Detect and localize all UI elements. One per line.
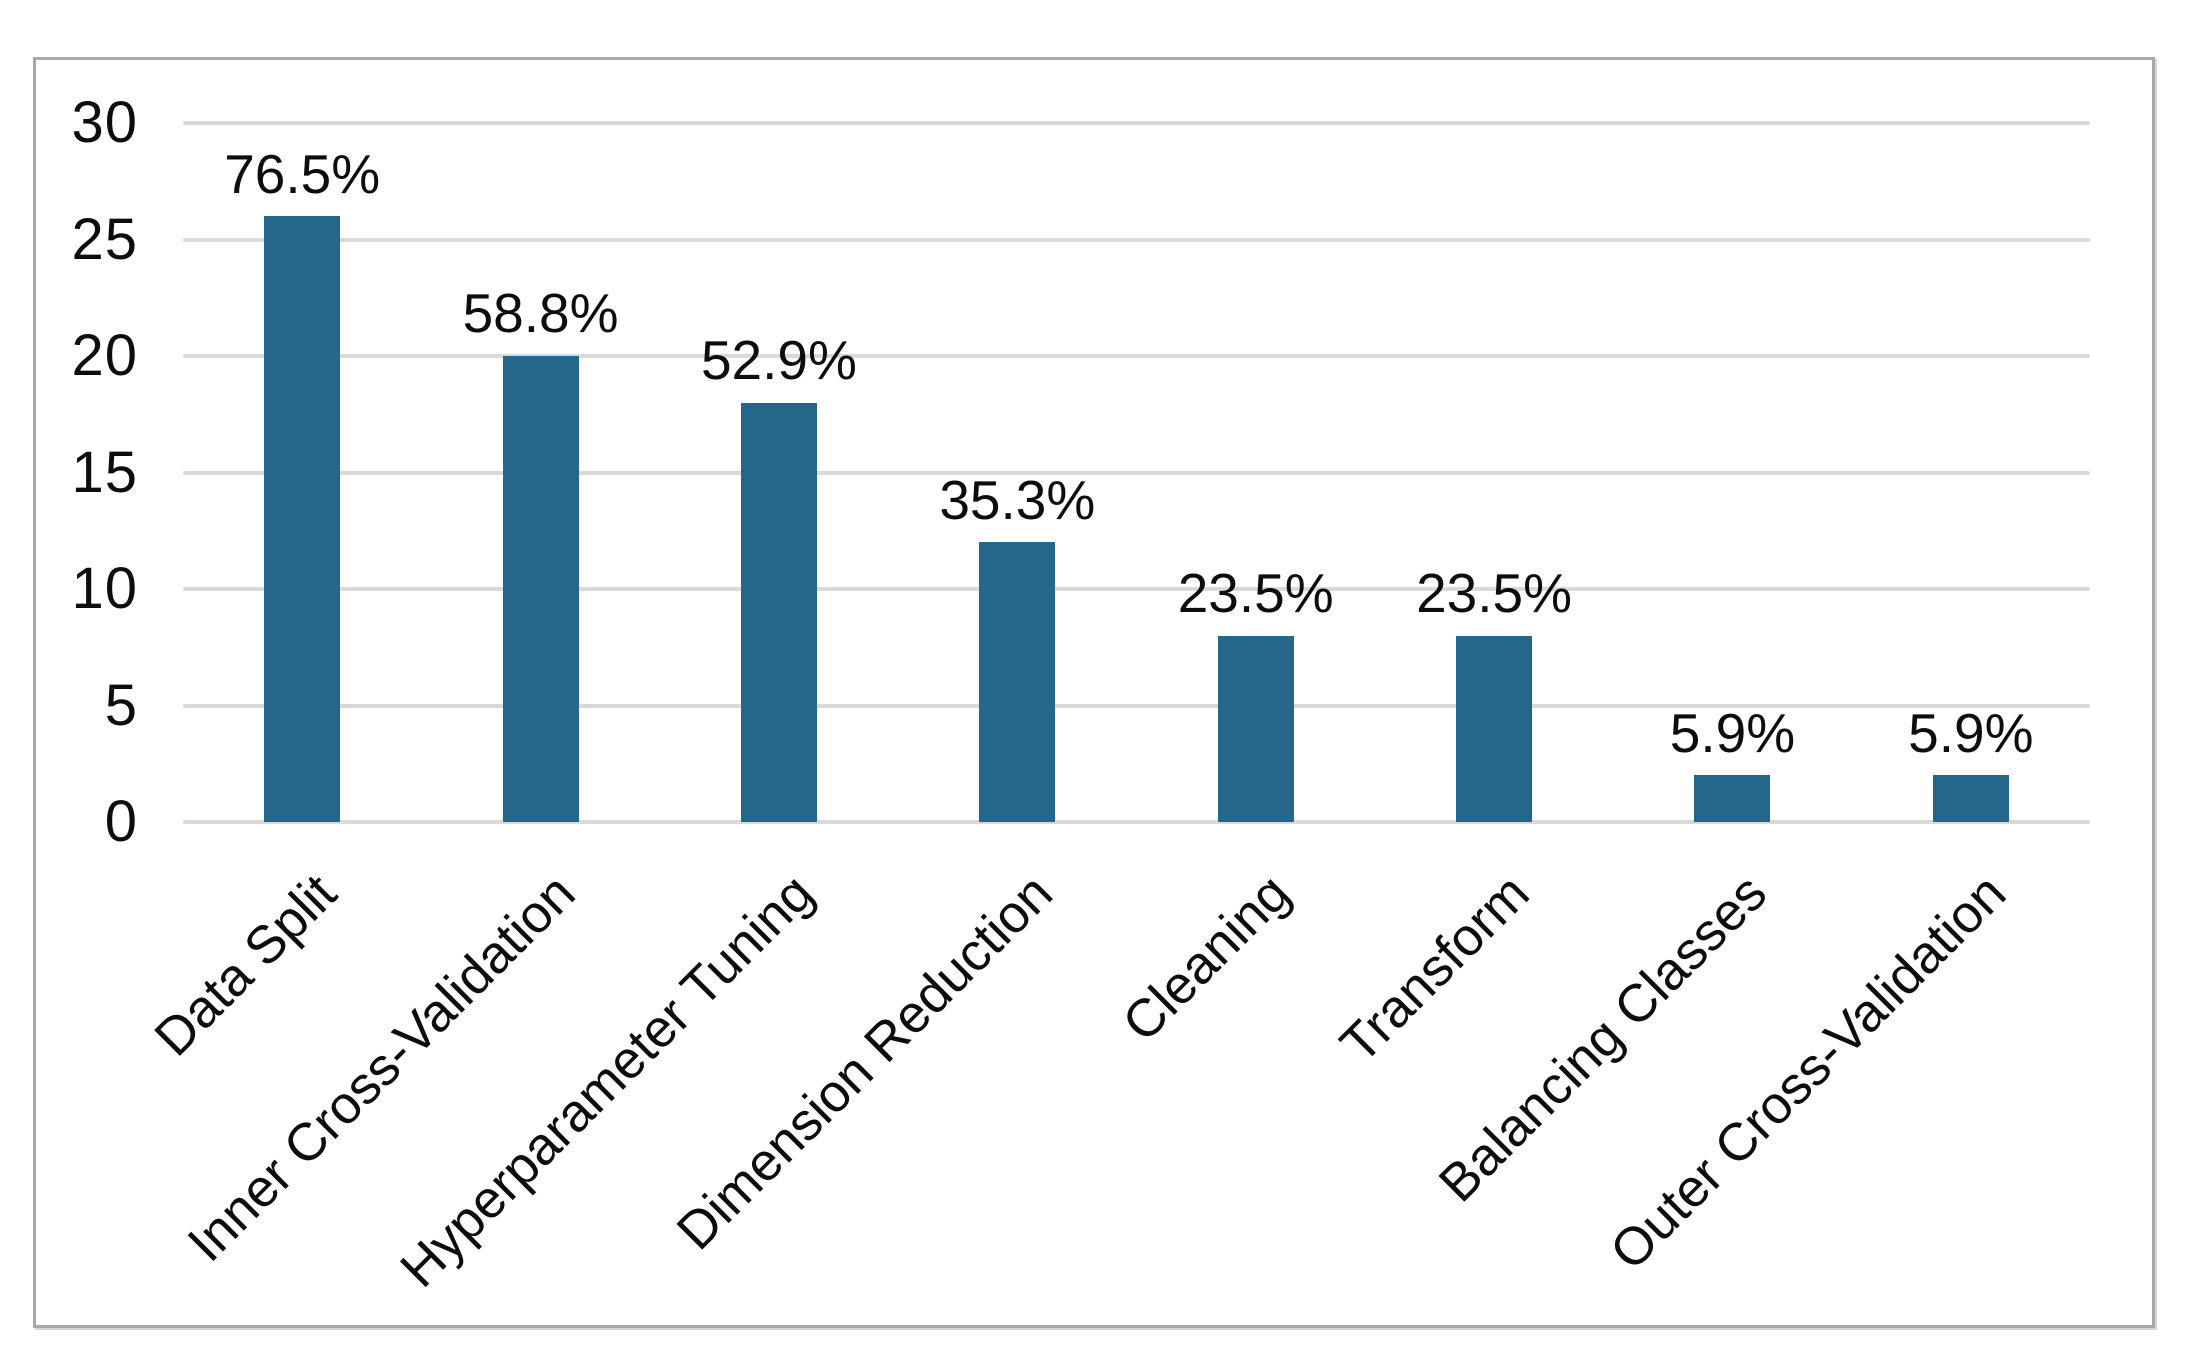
- bar-slot: 52.9%: [660, 123, 898, 822]
- bar-slot: 23.5%: [1137, 123, 1375, 822]
- bar: [502, 356, 579, 822]
- y-axis-tick-label: 20: [71, 323, 138, 388]
- gridline: [183, 354, 2090, 358]
- bar-value-label: 52.9%: [700, 329, 857, 392]
- bar: [264, 216, 341, 822]
- bar-value-label: 58.8%: [462, 282, 619, 345]
- gridline: [183, 703, 2090, 708]
- bar: [1456, 635, 1533, 822]
- gridline: [183, 237, 2090, 242]
- bar-value-label: 5.9%: [1908, 701, 2034, 764]
- y-axis-tick-label: 0: [104, 789, 138, 854]
- bar-value-label: 35.3%: [939, 468, 1096, 531]
- bar-value-label: 23.5%: [1177, 562, 1334, 625]
- gridline: [183, 587, 2090, 591]
- plot-area: 0 5 10 15 20 25 30 76.5% Data Split 58.8% Inner Cr…: [71, 90, 2090, 1299]
- gridline: [183, 470, 2090, 475]
- gridline: [183, 121, 2090, 125]
- x-axis-category-label: Hyperparameter Tuning: [389, 863, 825, 1299]
- bar-slot: 5.9%: [1613, 123, 1851, 822]
- y-axis-tick-label: 10: [71, 556, 138, 621]
- gridline: [183, 820, 2090, 824]
- bar: [1217, 635, 1294, 822]
- x-axis-category-label: Data Split: [144, 863, 349, 1068]
- bar-slot: 35.3%: [898, 123, 1136, 822]
- y-axis-tick-label: 15: [71, 439, 138, 505]
- x-axis-category-label: Cleaning: [1112, 863, 1302, 1053]
- y-axis-tick-label: 30: [71, 90, 138, 155]
- chart-panel: 0 5 10 15 20 25 30 76.5% Data Split 58.8% Inner Cr…: [33, 57, 2155, 1328]
- bar: [1694, 775, 1771, 822]
- bar: [1932, 775, 2009, 822]
- bar: [740, 402, 817, 822]
- bar-value-label: 76.5%: [224, 142, 381, 205]
- bar-slot: 76.5%: [183, 123, 421, 822]
- bar-value-label: 23.5%: [1416, 562, 1573, 625]
- bar: [979, 542, 1056, 822]
- x-axis-category-label: Transform: [1328, 863, 1541, 1075]
- y-axis-tick-label: 5: [104, 672, 138, 738]
- bar-slot: 23.5%: [1375, 123, 1613, 822]
- y-axis-tick-label: 25: [71, 206, 138, 272]
- x-axis-category-label: Outer Cross-Validation: [1598, 863, 2017, 1282]
- bar-slot: 58.8%: [421, 123, 659, 822]
- bar-slot: 5.9%: [1852, 123, 2090, 822]
- bar-value-label: 5.9%: [1669, 701, 1796, 764]
- x-axis-category-label: Inner Cross-Validation: [176, 863, 587, 1274]
